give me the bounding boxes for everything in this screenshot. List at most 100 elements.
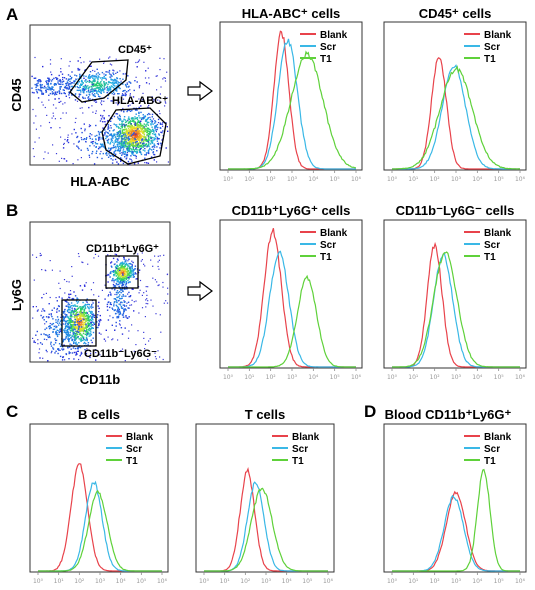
tick-label: 10¹ [54,578,65,585]
gate-label-cd11b-pos: CD11b⁺Ly6G⁺ [86,243,159,255]
gate-label-cd11b-neg: CD11b⁻Ly6G⁻ [84,348,157,360]
arrow-icon-b [187,280,213,302]
series-line-scr [228,250,356,368]
tick-label: 10⁴ [116,578,127,585]
tick-label: 10² [430,176,441,183]
series-line-t1 [392,65,520,170]
tick-label: 10² [430,578,441,585]
scatter-plot-b: CD11b⁺Ly6G⁺ CD11b⁻Ly6G⁻ CD11b Ly6G [9,221,171,387]
arrow-icon-a [187,80,213,102]
histogram-title: Blood CD11b⁺Ly6G⁺ [385,407,512,422]
tick-label: 10³ [261,578,272,585]
tick-label: 10⁴ [472,374,483,381]
scatter-plot-a: CD45⁺ HLA-ABC⁺ HLA-ABC CD45 [9,24,171,189]
tick-label: 10¹ [408,578,419,585]
legend-label-t1: T1 [484,252,496,263]
legend-label-t1: T1 [320,54,332,65]
series-line-t1 [392,468,520,572]
tick-label: 10⁴ [308,176,319,183]
histogram-title: T cells [245,407,285,422]
tick-label: 10⁴ [472,578,483,585]
tick-label: 10¹ [244,374,255,381]
tick-label: 10⁰ [387,578,398,585]
tick-label: 10³ [95,578,106,585]
gate-label-hla-abc: HLA-ABC⁺ [112,95,168,107]
tick-label: 10² [74,578,85,585]
scatter-b-ylabel: Ly6G [9,279,24,311]
series-line-t1 [228,274,356,368]
histogram-frame [383,219,527,369]
tick-label: 10² [266,176,277,183]
panel-label-c: C [6,402,18,421]
legend-label-t1: T1 [484,54,496,65]
tick-label: 10⁵ [494,578,505,585]
series-line-t1 [204,487,328,572]
tick-label: 10⁵ [330,176,341,183]
tick-label: 10² [430,374,441,381]
legend-label-scr: Scr [126,444,142,455]
tick-label: 10³ [287,176,298,183]
legend-label-blank: Blank [292,432,320,443]
legend-label-scr: Scr [484,42,500,53]
histogram-frame [195,423,335,573]
legend-label-blank: Blank [484,432,512,443]
histogram-title: CD11b⁻Ly6G⁻ cells [396,203,515,218]
panel-label-d: D [364,402,376,421]
scatter-a-ylabel: CD45 [9,78,24,111]
tick-label: 10⁶ [351,374,362,381]
tick-label: 10⁰ [387,176,398,183]
tick-label: 10¹ [408,176,419,183]
tick-label: 10¹ [244,176,255,183]
tick-label: 10⁵ [302,578,313,585]
tick-label: 10⁰ [199,578,210,585]
legend-label-t1: T1 [484,456,496,467]
tick-label: 10² [240,578,251,585]
legend-label-scr: Scr [292,444,308,455]
legend-label-blank: Blank [320,30,348,41]
legend-label-t1: T1 [292,456,304,467]
gate-cd45 [69,59,129,103]
histogram-title: CD45⁺ cells [419,6,492,21]
series-line-t1 [392,251,520,368]
scatter-a-dots [31,56,169,166]
panel-label-b: B [6,201,18,220]
tick-label: 10⁰ [33,578,44,585]
tick-label: 10⁴ [282,578,293,585]
scatter-a-xlabel: HLA-ABC [70,174,130,189]
gate-cd11b-neg [61,299,97,347]
series-line-t1 [38,489,162,572]
tick-label: 10⁰ [223,176,234,183]
series-line-t1 [228,50,357,170]
series-line-scr [392,64,520,170]
scatter-b-dots [32,252,169,362]
tick-label: 10³ [287,374,298,381]
tick-label: 10⁵ [136,578,147,585]
tick-label: 10⁵ [494,374,505,381]
legend-label-scr: Scr [484,444,500,455]
legend-label-scr: Scr [320,240,336,251]
tick-label: 10⁶ [515,578,526,585]
legend-label-blank: Blank [484,228,512,239]
tick-label: 10⁶ [157,578,168,585]
panel-label-a: A [6,5,18,24]
tick-label: 10¹ [408,374,419,381]
tick-label: 10⁵ [330,374,341,381]
scatter-b-xlabel: CD11b [80,372,121,387]
tick-label: 10² [266,374,277,381]
tick-label: 10⁶ [351,176,362,183]
legend-label-scr: Scr [320,42,336,53]
histogram-title: CD11b⁺Ly6G⁺ cells [232,203,351,218]
tick-label: 10⁴ [472,176,483,183]
gate-hla-abc [101,107,167,165]
tick-label: 10⁶ [323,578,334,585]
tick-label: 10⁰ [223,374,234,381]
histogram-title: HLA-ABC⁺ cells [242,6,341,21]
tick-label: 10¹ [220,578,231,585]
